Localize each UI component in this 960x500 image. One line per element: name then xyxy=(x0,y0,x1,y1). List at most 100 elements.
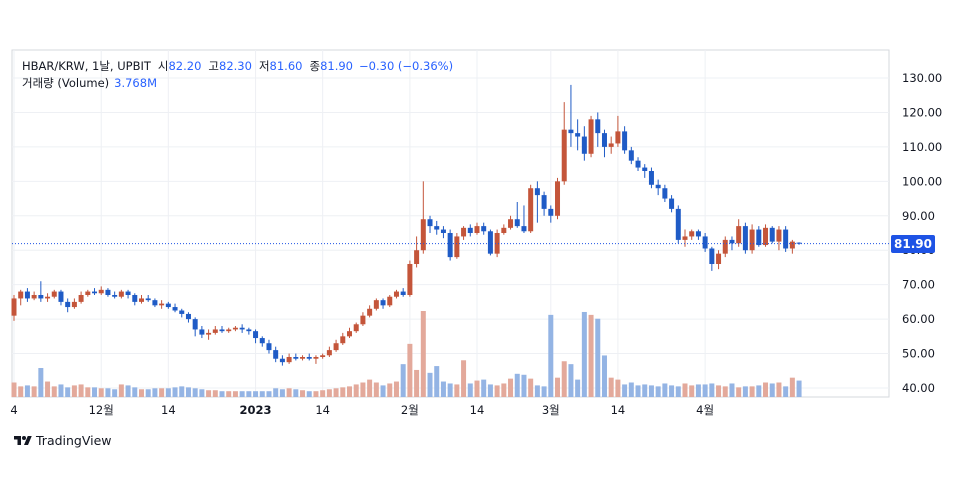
volume-bar xyxy=(588,314,594,397)
candle-body xyxy=(682,236,688,240)
y-tick-label: 40.00 xyxy=(902,381,935,395)
volume-value: 3.768M xyxy=(114,76,157,90)
volume-bar xyxy=(494,385,500,397)
x-tick-label: 3월 xyxy=(542,403,560,417)
volume-bar xyxy=(71,385,77,397)
candle-body xyxy=(776,229,782,242)
volume-bars xyxy=(11,311,802,397)
volume-bar xyxy=(789,377,795,397)
candle-body xyxy=(789,241,795,249)
volume-bar xyxy=(206,390,212,397)
candle-body xyxy=(172,307,178,311)
volume-bar xyxy=(179,386,185,397)
volume-bar xyxy=(756,385,762,397)
candle-body xyxy=(648,171,654,185)
volume-bar xyxy=(51,386,57,397)
x-tick-label: 14 xyxy=(470,403,485,417)
volume-bar xyxy=(501,383,507,397)
volume-bar xyxy=(172,387,178,397)
volume-bar xyxy=(474,380,480,397)
volume-bar xyxy=(642,384,648,397)
candle-body xyxy=(38,295,44,299)
volume-bar xyxy=(414,369,420,397)
candle-body xyxy=(347,331,352,337)
volume-bar xyxy=(662,383,668,397)
candle-body xyxy=(407,264,413,295)
candle-body xyxy=(528,188,534,232)
volume-bar xyxy=(165,388,171,397)
candle-body xyxy=(11,298,17,316)
candle-body xyxy=(226,329,232,332)
x-tick-label: 2월 xyxy=(401,403,419,417)
candle-body xyxy=(427,219,433,227)
volume-bar xyxy=(508,378,514,397)
volume-bar xyxy=(92,387,98,397)
volume-bar xyxy=(313,391,319,397)
candle-body xyxy=(239,327,245,330)
volume-bar xyxy=(65,387,71,397)
price-axis: 130.00120.00110.00100.0090.0080.0070.006… xyxy=(902,71,942,395)
volume-bar xyxy=(380,385,386,397)
volume-bar xyxy=(541,386,547,397)
candle-body xyxy=(736,226,742,244)
candle-body xyxy=(662,188,668,199)
tradingview-logo[interactable]: TradingView xyxy=(13,433,112,448)
volume-bar xyxy=(219,391,225,397)
brand-name: TradingView xyxy=(36,433,112,448)
candle-body xyxy=(313,357,319,359)
candle-body xyxy=(266,343,272,351)
candle-body xyxy=(165,303,171,308)
candle-body xyxy=(367,308,373,316)
candle-body xyxy=(487,231,493,254)
candle-body xyxy=(635,160,641,168)
candle-body xyxy=(675,208,681,240)
volume-label: 거래량 (Volume) xyxy=(22,76,110,90)
candle-body xyxy=(259,338,265,344)
volume-bar xyxy=(427,372,433,397)
x-tick-label: 14 xyxy=(611,403,626,417)
candle-body xyxy=(508,219,514,228)
volume-bar xyxy=(447,383,453,397)
candle-body xyxy=(756,229,762,246)
y-tick-label: 60.00 xyxy=(902,312,935,326)
volume-bar xyxy=(521,374,527,397)
volume-bar xyxy=(373,382,379,397)
volume-bar xyxy=(581,311,587,397)
candle-body xyxy=(65,301,71,308)
candle-body xyxy=(615,131,621,144)
volume-bar xyxy=(306,391,312,397)
candle-body xyxy=(58,291,64,302)
volume-bar xyxy=(105,388,111,397)
candle-body xyxy=(360,315,366,325)
volume-bar xyxy=(648,385,654,397)
volume-bar xyxy=(555,377,561,397)
candle-body xyxy=(722,239,728,254)
candle-body xyxy=(105,289,111,295)
candle-body xyxy=(92,291,98,294)
candle-body xyxy=(159,303,165,306)
candle-body xyxy=(420,219,426,251)
volume-bar xyxy=(716,385,722,397)
x-tick-label: 4 xyxy=(10,403,17,417)
candle-body xyxy=(702,236,708,249)
candle-body xyxy=(125,291,131,295)
volume-bar xyxy=(769,383,775,397)
candle-body xyxy=(716,253,722,264)
volume-bar xyxy=(776,382,782,397)
candle-body xyxy=(192,319,198,330)
y-tick-label: 50.00 xyxy=(902,347,935,361)
open-value: 82.20 xyxy=(168,59,202,73)
volume-bar xyxy=(266,391,272,397)
candle-body xyxy=(581,136,587,154)
candle-body xyxy=(601,133,607,147)
candle-body xyxy=(628,150,634,161)
volume-bar xyxy=(11,382,17,397)
volume-bar xyxy=(132,387,138,397)
volume-bar xyxy=(601,355,607,397)
volume-bar xyxy=(440,381,446,397)
volume-bar xyxy=(38,368,44,397)
volume-bar xyxy=(24,385,30,397)
candle-body xyxy=(769,227,775,242)
